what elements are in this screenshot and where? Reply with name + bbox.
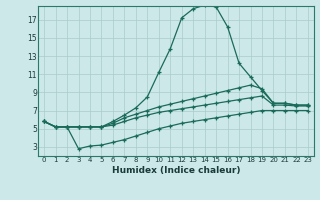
X-axis label: Humidex (Indice chaleur): Humidex (Indice chaleur)	[112, 166, 240, 175]
